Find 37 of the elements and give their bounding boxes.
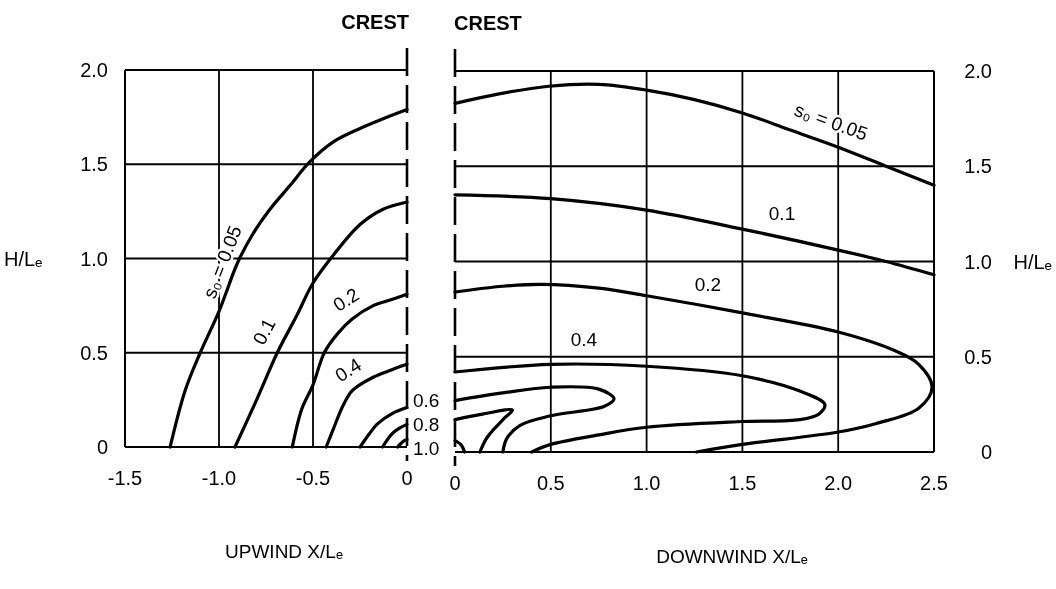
- y2-tick-label: 2.0: [964, 60, 992, 82]
- y2-tick-label: 0: [980, 441, 992, 463]
- text: s₀ = 0.05: [198, 222, 246, 302]
- x-tick-label: 2.5: [920, 472, 948, 494]
- x-axis-title: DOWNWIND X/Lₑ: [656, 545, 808, 567]
- y2-tick-label: 1.0: [964, 250, 992, 273]
- y-axis-title: H/Lₑ: [4, 247, 43, 270]
- x-tick-label: 1.5: [728, 472, 757, 494]
- y-tick-label: 2.0: [80, 59, 108, 81]
- x-tick-label: -1.5: [107, 467, 143, 489]
- series-label: 0.4: [570, 328, 598, 350]
- x-tick-label: 1.0: [632, 472, 661, 494]
- text: 0.2: [329, 283, 363, 316]
- x-axis-title: UPWIND X/Lₑ: [225, 540, 343, 562]
- series-label: 0.2: [694, 273, 722, 295]
- text: 0.1: [248, 314, 280, 348]
- y-tick-label: 1.0: [80, 247, 108, 270]
- y-tick-label: 0: [96, 436, 108, 458]
- y-tick-label: 1.5: [80, 153, 108, 176]
- ref-line-label: CREST: [341, 11, 409, 33]
- x-tick-label: 2.0: [824, 472, 853, 494]
- series-label: 1.0: [413, 437, 440, 459]
- y2-tick-label: 1.5: [964, 155, 992, 178]
- x-tick-label: 0: [401, 467, 413, 489]
- y2-axis-title: H/Lₑ: [1013, 250, 1052, 273]
- x-tick-label: 0.5: [536, 472, 565, 494]
- text: 0.4: [331, 353, 366, 386]
- x-tick-label: -1.0: [201, 467, 237, 489]
- x-tick-label: -0.5: [295, 467, 331, 489]
- series-label: 0.6: [413, 389, 440, 411]
- text: s₀ = 0.05: [791, 98, 871, 145]
- x-tick-label: 0: [449, 472, 461, 494]
- series-label: 0.1: [768, 202, 796, 224]
- y-tick-label: 0.5: [80, 341, 108, 364]
- ref-line-label: CREST: [454, 12, 522, 34]
- y2-tick-label: 0.5: [964, 345, 992, 368]
- series-label: 0.8: [413, 413, 440, 435]
